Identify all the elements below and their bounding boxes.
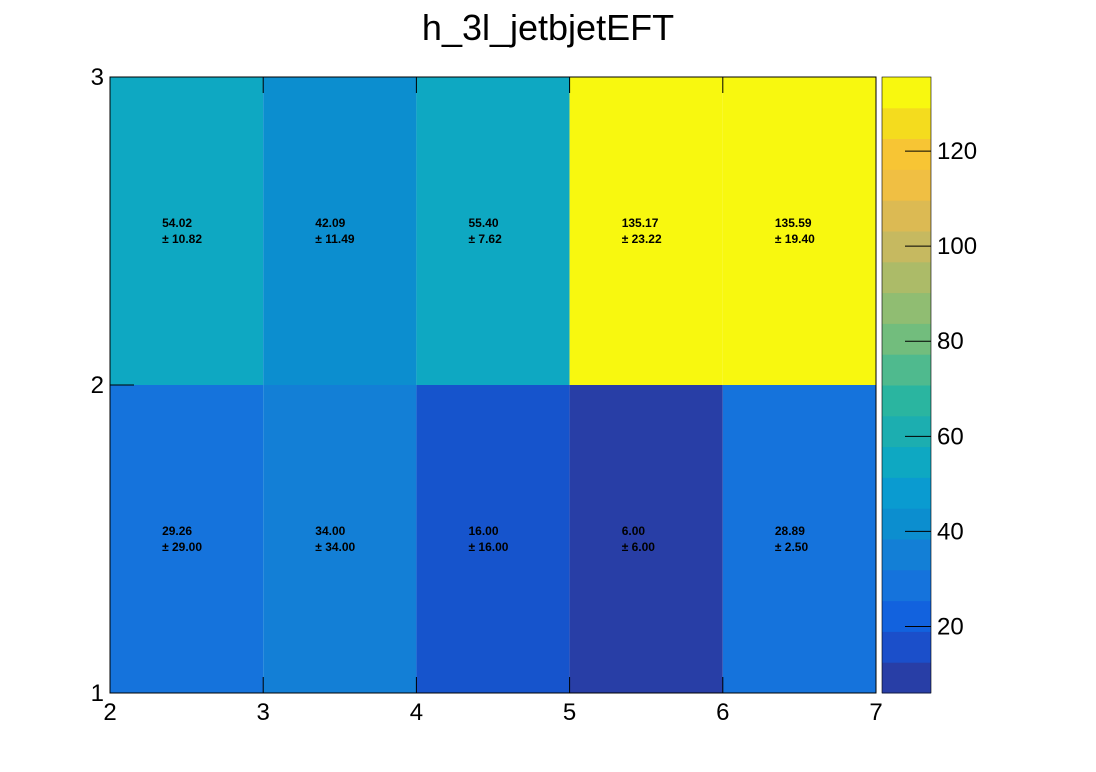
- cell-error-label: ± 11.49: [315, 232, 355, 246]
- cell-error-label: ± 2.50: [775, 540, 809, 554]
- heatmap-cell: [722, 385, 876, 693]
- x-tick-label: 2: [103, 699, 116, 726]
- heatmap-cell: [263, 385, 417, 693]
- heatmap-cell: [416, 77, 570, 385]
- colorbar-segment: [882, 354, 931, 386]
- colorbar-segment: [882, 200, 931, 232]
- colorbar-tick-label: 120: [937, 138, 977, 165]
- colorbar-segment: [882, 261, 931, 294]
- colorbar-segment: [882, 169, 931, 201]
- colorbar-segment: [882, 662, 931, 694]
- heatmap-cell: [263, 77, 417, 385]
- colorbar-tick-label: 100: [937, 233, 977, 260]
- cell-value-label: 135.59: [775, 216, 812, 230]
- colorbar-tick-label: 60: [937, 423, 964, 450]
- colorbar-frame: [881, 76, 932, 694]
- cell-value-label: 28.89: [775, 524, 805, 538]
- colorbar-segment: [882, 600, 931, 632]
- heatmap-cell: [722, 77, 876, 385]
- colorbar-segment: [882, 138, 931, 170]
- cell-error-label: ± 34.00: [315, 540, 355, 554]
- cell-value-label: 54.02: [162, 216, 192, 230]
- colorbar-segment: [882, 323, 931, 355]
- y-tick-label: 2: [91, 372, 104, 399]
- x-tick-label: 6: [716, 699, 729, 726]
- colorbar-segment: [882, 292, 931, 324]
- cell-error-label: ± 7.62: [468, 232, 502, 246]
- heatmap-cell: [110, 77, 264, 385]
- colorbar-segment: [882, 107, 931, 140]
- colorbar-segment: [882, 569, 931, 602]
- x-tick-label: 5: [563, 699, 576, 726]
- colorbar-tick-label: 80: [937, 328, 964, 355]
- cell-value-label: 55.40: [468, 216, 498, 230]
- cell-error-label: ± 23.22: [622, 232, 662, 246]
- heatmap-cell: [416, 385, 570, 693]
- cell-error-label: ± 16.00: [468, 540, 508, 554]
- colorbar-segment: [882, 385, 931, 417]
- colorbar-tick-label: 40: [937, 518, 964, 545]
- x-tick-label: 7: [869, 699, 882, 726]
- cell-error-label: ± 10.82: [162, 232, 202, 246]
- heatmap-cell-labels: 54.02 ± 10.82 42.09 ± 11.49 55.40 ± 7.62 135.1…: [162, 216, 815, 554]
- heatmap-cells: [110, 77, 876, 693]
- colorbar-segment: [882, 539, 931, 571]
- colorbar-segment: [882, 508, 931, 540]
- colorbar-tick-label: 20: [937, 613, 964, 640]
- heatmap-cell: [110, 385, 264, 693]
- cell-error-label: ± 6.00: [622, 540, 656, 554]
- y-axis: 1 2 3: [91, 64, 134, 707]
- cell-value-label: 16.00: [468, 524, 498, 538]
- cell-error-label: ± 29.00: [162, 540, 202, 554]
- color-scale-bar: 20 40 60 80 100 120: [881, 76, 977, 694]
- cell-value-label: 135.17: [622, 216, 659, 230]
- colorbar-segment: [882, 631, 931, 663]
- colorbar-segment: [882, 415, 931, 448]
- cell-value-label: 42.09: [315, 216, 345, 230]
- x-tick-label: 4: [410, 699, 423, 726]
- y-tick-label: 1: [91, 680, 104, 707]
- y-tick-label: 3: [91, 64, 104, 91]
- chart-title: h_3l_jetbjetEFT: [422, 7, 674, 48]
- heatmap-cell: [569, 385, 723, 693]
- cell-value-label: 34.00: [315, 524, 345, 538]
- colorbar-segment: [882, 77, 931, 109]
- cell-value-label: 6.00: [622, 524, 646, 538]
- x-tick-label: 3: [257, 699, 270, 726]
- cell-error-label: ± 19.40: [775, 232, 815, 246]
- cell-value-label: 29.26: [162, 524, 192, 538]
- heatmap-cell: [569, 77, 723, 385]
- colorbar-segment: [882, 446, 931, 478]
- colorbar-segment: [882, 477, 931, 509]
- x-axis: 2 3 4 5 6 7: [103, 77, 883, 726]
